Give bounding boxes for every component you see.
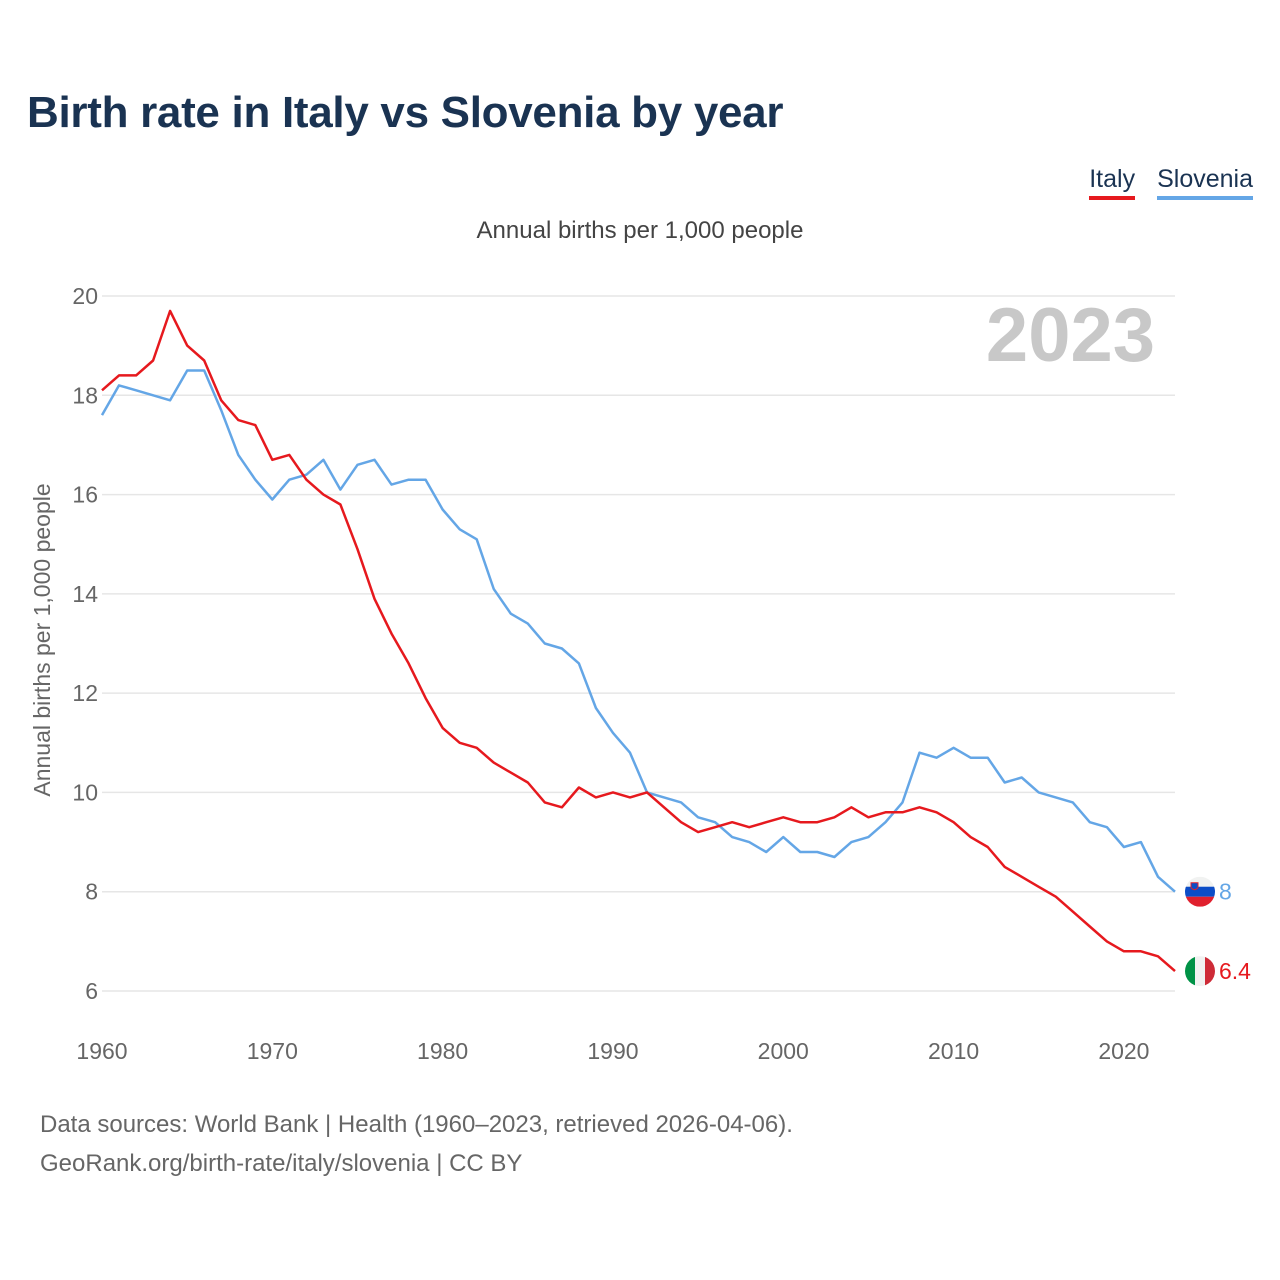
x-tick-label: 2010: [928, 1038, 979, 1064]
year-watermark: 2023: [986, 293, 1155, 378]
y-tick-label: 18: [72, 382, 98, 408]
y-tick-label: 12: [72, 680, 98, 706]
x-tick-label: 2020: [1098, 1038, 1149, 1064]
x-tick-label: 1970: [247, 1038, 298, 1064]
y-axis-label: Annual births per 1,000 people: [29, 483, 55, 796]
x-axis-ticks: 1960 1970 1980 1990 2000 2010 2020: [76, 1038, 1149, 1064]
y-tick-label: 16: [72, 482, 98, 508]
series-line-slovenia: [100, 369, 1176, 893]
y-tick-label: 6: [85, 978, 98, 1004]
legend-item-slovenia[interactable]: Slovenia: [1157, 165, 1253, 200]
x-tick-label: 1980: [417, 1038, 468, 1064]
chart-subtitle: Annual births per 1,000 people: [476, 217, 804, 244]
y-tick-label: 8: [85, 879, 98, 905]
grid-lines: [102, 295, 1175, 992]
series-line-italy: [101, 309, 1176, 973]
end-markers: 86.4: [1185, 876, 1251, 987]
x-tick-label: 1960: [76, 1038, 127, 1064]
y-tick-label: 14: [72, 581, 98, 607]
end-label-italy: 6.4: [1219, 958, 1251, 984]
data-sources-text: Data sources: World Bank | Health (1960–…: [40, 1111, 793, 1138]
page-title: Birth rate in Italy vs Slovenia by year: [27, 88, 784, 137]
y-axis-ticks: 6 8 10 12 14 16 18 20: [72, 283, 98, 1004]
source-url-text: GeoRank.org/birth-rate/italy/slovenia | …: [40, 1150, 523, 1177]
end-label-slovenia: 8: [1219, 879, 1232, 905]
y-tick-label: 10: [72, 779, 98, 805]
y-tick-label: 20: [72, 283, 98, 309]
series-lines: [100, 309, 1176, 973]
flag-slovenia-icon: [1185, 876, 1215, 907]
x-tick-label: 1990: [587, 1038, 638, 1064]
legend: Italy Slovenia: [1089, 165, 1253, 200]
footer: Data sources: World Bank | Health (1960–…: [40, 1105, 793, 1183]
x-tick-label: 2000: [758, 1038, 809, 1064]
legend-item-italy[interactable]: Italy: [1089, 165, 1136, 200]
flag-italy-icon: [1185, 956, 1215, 987]
